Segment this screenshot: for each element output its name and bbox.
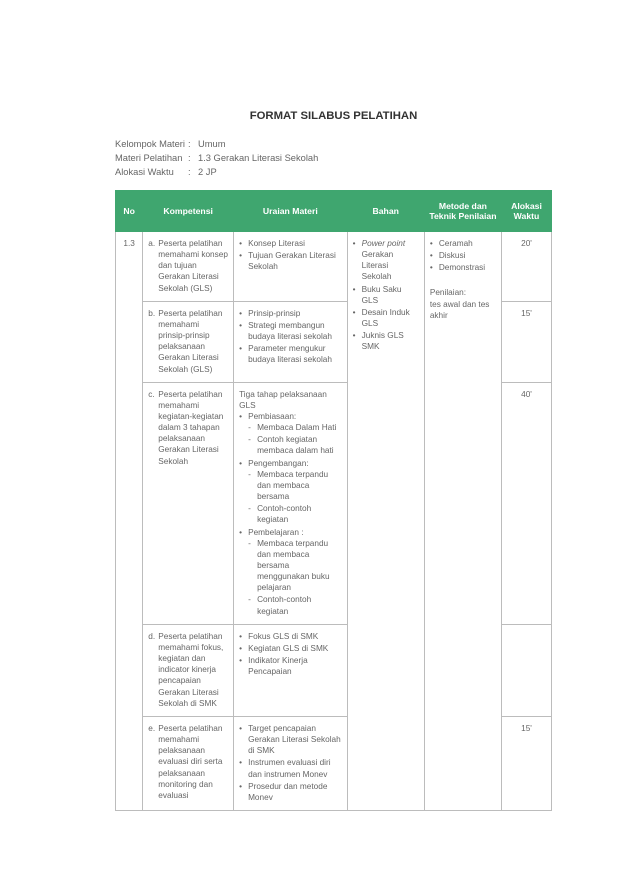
uraian-item: Indikator Kinerja Pencapaian — [239, 655, 342, 677]
row-letter: c. — [148, 389, 158, 467]
row-text: Peserta pelatihan memahami prinsip-prins… — [158, 308, 228, 375]
meta-row: Alokasi Waktu : 2 JP — [115, 166, 552, 180]
row-letter: b. — [148, 308, 158, 375]
page-title: FORMAT SILABUS PELATIHAN — [115, 110, 552, 122]
row-letter: d. — [148, 631, 158, 709]
meta-colon: : — [188, 166, 198, 180]
cell-metode: Ceramah Diskusi Demonstrasi Penilaian: t… — [424, 231, 501, 810]
cell-uraian: Fokus GLS di SMK Kegiatan GLS di SMK Ind… — [234, 624, 348, 716]
row-text: Peserta pelatihan memahami fokus, kegiat… — [158, 631, 228, 709]
uraian-item: Pengembangan: Membaca terpandu dan memba… — [239, 458, 342, 526]
metode-item: Ceramah — [430, 238, 496, 249]
meta-colon: : — [188, 138, 198, 152]
th-no: No — [116, 190, 143, 231]
cell-waktu: 15' — [502, 716, 552, 810]
uraian-item: Konsep Literasi — [239, 238, 342, 249]
uraian-intro: Tiga tahap pelaksanaan GLS — [239, 389, 342, 411]
uraian-item: Pembiasaan: Membaca Dalam Hati Contoh ke… — [239, 411, 342, 457]
meta-row: Kelompok Materi : Umum — [115, 138, 552, 152]
cell-kompetensi: b.Peserta pelatihan memahami prinsip-pri… — [143, 301, 234, 382]
uraian-item: Pembelajaran : Membaca terpandu dan memb… — [239, 527, 342, 617]
row-text: Peserta pelatihan memahami konsep dan tu… — [158, 238, 228, 294]
cell-uraian: Tiga tahap pelaksanaan GLS Pembiasaan: M… — [234, 382, 348, 624]
metode-item: Diskusi — [430, 250, 496, 261]
uraian-item: Prinsip-prinsip — [239, 308, 342, 319]
row-text: Peserta pelatihan memahami kegiatan-kegi… — [158, 389, 228, 467]
cell-kompetensi: d.Peserta pelatihan memahami fokus, kegi… — [143, 624, 234, 716]
row-letter: e. — [148, 723, 158, 801]
cell-bahan: Power point Gerakan Literasi Sekolah Buk… — [347, 231, 424, 810]
meta-label: Kelompok Materi — [115, 138, 188, 152]
row-text: Peserta pelatihan memahami pelaksanaan e… — [158, 723, 228, 801]
th-waktu: Alokasi Waktu — [502, 190, 552, 231]
uraian-item: Kegiatan GLS di SMK — [239, 643, 342, 654]
uraian-item: Tujuan Gerakan Literasi Sekolah — [239, 250, 342, 272]
meta-value: 2 JP — [198, 166, 217, 180]
bahan-item: Desain Induk GLS — [353, 307, 419, 329]
cell-waktu — [502, 624, 552, 716]
meta-row: Materi Pelatihan : 1.3 Gerakan Literasi … — [115, 152, 552, 166]
cell-waktu: 15' — [502, 301, 552, 382]
cell-uraian: Konsep Literasi Tujuan Gerakan Literasi … — [234, 231, 348, 301]
penilaian-text: tes awal dan tes akhir — [430, 299, 496, 321]
th-kompetensi: Kompetensi — [143, 190, 234, 231]
uraian-item: Instrumen evaluasi diri dan instrumen Mo… — [239, 757, 342, 779]
cell-kompetensi: c.Peserta pelatihan memahami kegiatan-ke… — [143, 382, 234, 624]
sub-item: Contoh kegiatan membaca dalam hati — [248, 434, 342, 456]
th-bahan: Bahan — [347, 190, 424, 231]
meta-label: Materi Pelatihan — [115, 152, 188, 166]
th-uraian: Uraian Materi — [234, 190, 348, 231]
bahan-item: Juknis GLS SMK — [353, 330, 419, 352]
uraian-item: Parameter mengukur budaya literasi sekol… — [239, 343, 342, 365]
th-metode: Metode dan Teknik Penilaian — [424, 190, 501, 231]
cell-kompetensi: e.Peserta pelatihan memahami pelaksanaan… — [143, 716, 234, 810]
cell-waktu: 40' — [502, 382, 552, 624]
bahan-item: Power point Gerakan Literasi Sekolah — [353, 238, 419, 283]
cell-uraian: Target pencapaian Gerakan Literasi Sekol… — [234, 716, 348, 810]
cell-waktu: 20' — [502, 231, 552, 301]
meta-label: Alokasi Waktu — [115, 166, 188, 180]
sub-item: Contoh-contoh kegiatan — [248, 503, 342, 525]
sub-item: Membaca terpandu dan membaca bersama — [248, 469, 342, 502]
uraian-item: Prosedur dan metode Monev — [239, 781, 342, 803]
bahan-item: Buku Saku GLS — [353, 284, 419, 306]
uraian-item: Strategi membangun budaya literasi sekol… — [239, 320, 342, 342]
row-letter: a. — [148, 238, 158, 294]
sub-item: Contoh-contoh kegiatan — [248, 594, 342, 616]
uraian-item: Target pencapaian Gerakan Literasi Sekol… — [239, 723, 342, 756]
cell-uraian: Prinsip-prinsip Strategi membangun buday… — [234, 301, 348, 382]
document-page: FORMAT SILABUS PELATIHAN Kelompok Materi… — [0, 0, 637, 851]
meta-value: Umum — [198, 138, 225, 152]
metode-item: Demonstrasi — [430, 262, 496, 273]
sub-item: Membaca Dalam Hati — [248, 422, 342, 433]
meta-colon: : — [188, 152, 198, 166]
syllabus-table: No Kompetensi Uraian Materi Bahan Metode… — [115, 190, 552, 811]
meta-block: Kelompok Materi : Umum Materi Pelatihan … — [115, 138, 552, 180]
sub-item: Membaca terpandu dan membaca bersama men… — [248, 538, 342, 594]
uraian-item: Fokus GLS di SMK — [239, 631, 342, 642]
cell-no: 1.3 — [116, 231, 143, 810]
cell-kompetensi: a.Peserta pelatihan memahami konsep dan … — [143, 231, 234, 301]
table-row: 1.3 a.Peserta pelatihan memahami konsep … — [116, 231, 552, 301]
penilaian-label: Penilaian: — [430, 287, 496, 298]
table-header-row: No Kompetensi Uraian Materi Bahan Metode… — [116, 190, 552, 231]
meta-value: 1.3 Gerakan Literasi Sekolah — [198, 152, 318, 166]
